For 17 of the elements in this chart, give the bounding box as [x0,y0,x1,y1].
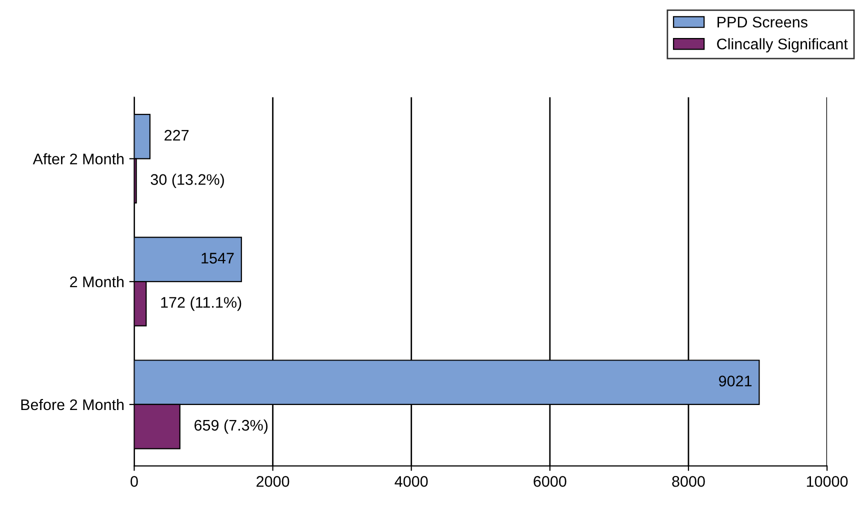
x-tick-label: 10000 [806,476,848,487]
data-label: 227 [164,130,189,141]
legend-label: PPD Screens [718,16,808,28]
x-tick-label: 6000 [534,476,566,487]
y-tick-label: Before 2 Month [21,398,124,410]
x-tick-label: 0 [130,476,138,487]
y-tick-label: After 2 Month [32,153,124,164]
data-label: 30 (13.2%) [150,174,224,188]
data-label: 1547 [202,252,234,264]
data-label: 659 (7.3%) [194,419,268,434]
x-tick-label: 2000 [256,476,290,487]
data-label: 9021 [719,376,752,386]
x-tick-label: 4000 [394,476,428,487]
data-label: 172 (11.1%) [161,296,242,311]
legend-label: Clincally Significant [717,38,848,52]
y-tick-label: 2 Month [70,276,124,288]
x-tick-label: 8000 [672,476,705,487]
